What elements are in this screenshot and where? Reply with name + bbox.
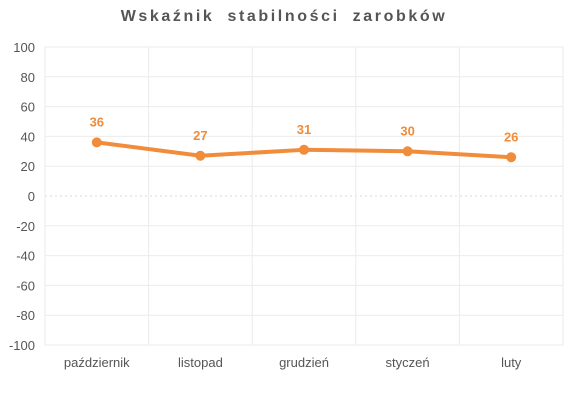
y-tick-label: -60 [16,278,35,293]
data-point [195,151,205,161]
x-tick-label: styczeń [386,355,430,370]
data-label-layer: 36 27 31 30 26 [90,114,519,144]
axis-layer: 100 80 60 40 20 0 -20 -40 -60 -80 -100 październik l… [9,40,522,370]
data-label: 31 [297,122,311,137]
y-tick-label: -80 [16,308,35,323]
y-tick-label: 20 [21,159,35,174]
x-tick-label: luty [501,355,522,370]
y-tick-label: 80 [21,70,35,85]
data-label: 26 [504,129,518,144]
y-tick-label: 60 [21,100,35,115]
data-point [299,145,309,155]
data-label: 36 [90,114,104,129]
y-tick-label: -100 [9,338,35,353]
series-layer [92,137,516,162]
data-point [506,152,516,162]
x-tick-label: październik [64,355,130,370]
x-tick-label: grudzień [279,355,329,370]
y-tick-label: 100 [13,40,35,55]
y-tick-label: 0 [28,189,35,204]
data-point [92,137,102,147]
data-label: 30 [400,123,414,138]
y-tick-label: -40 [16,249,35,264]
grid-layer [45,47,563,345]
data-label: 27 [193,128,207,143]
y-tick-label: -20 [16,219,35,234]
x-tick-label: listopad [178,355,223,370]
data-point [403,146,413,156]
y-tick-label: 40 [21,129,35,144]
